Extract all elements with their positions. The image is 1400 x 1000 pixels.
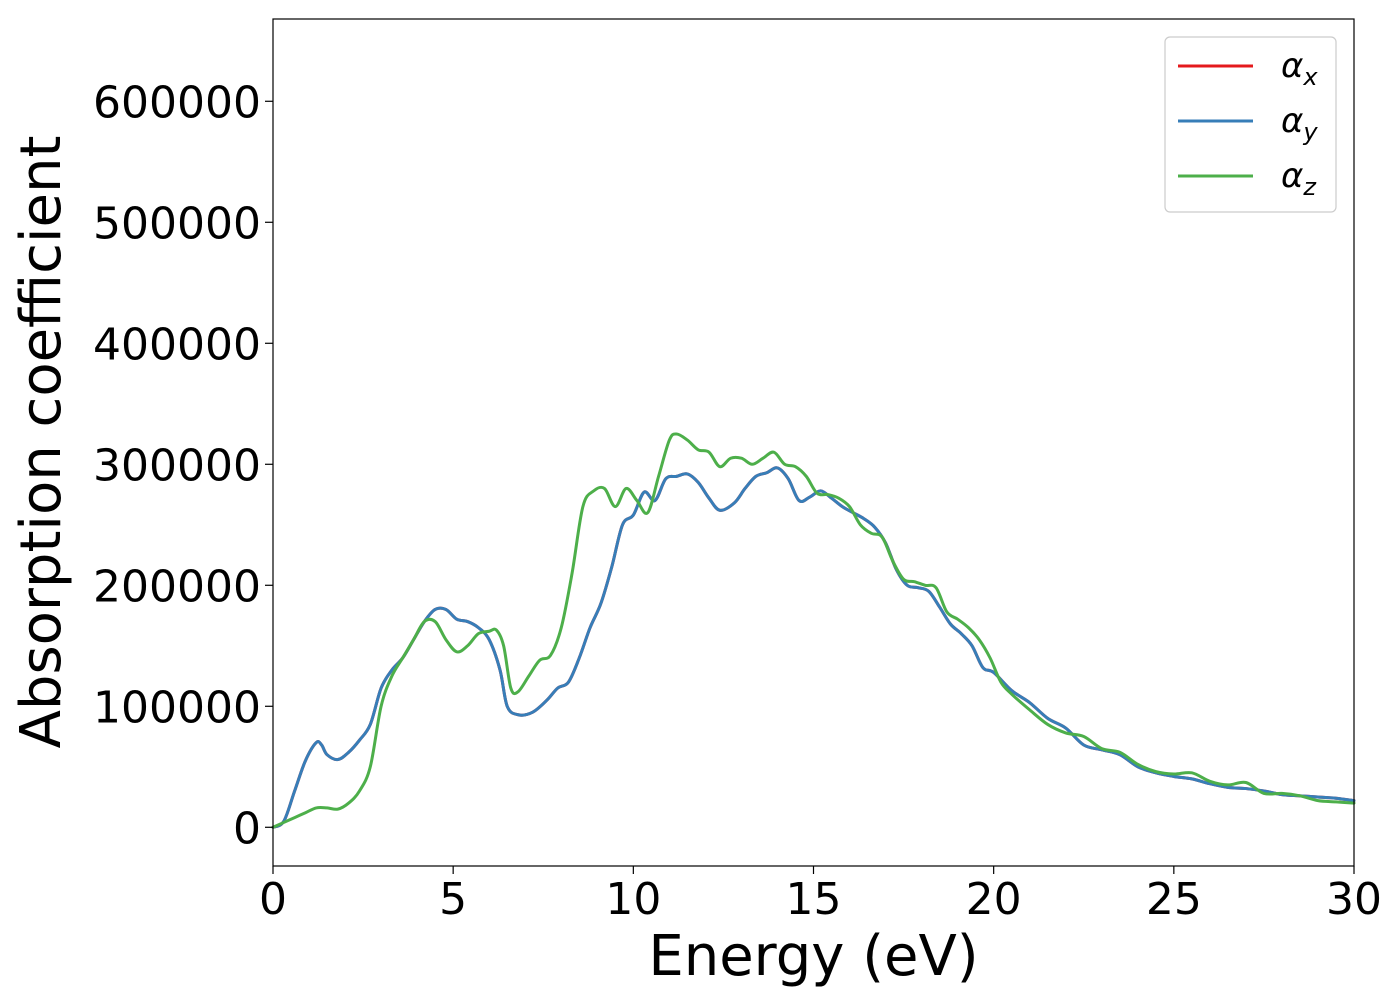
x-tick-label: 20 [966,874,1022,925]
y-tick-label: 600000 [93,77,261,128]
y-tick-label: 300000 [93,440,261,491]
x-tick-label: 15 [786,874,842,925]
x-tick-label: 10 [605,874,661,925]
y-tick-label: 0 [233,803,261,854]
y-axis-label: Absorption coefficient [9,136,74,749]
legend-label-z: αz [1281,156,1317,201]
y-tick-label: 500000 [93,198,261,249]
legend-box [1164,36,1337,213]
series-layer [271,432,1356,829]
x-axis-label: Energy (eV) [648,924,978,989]
y-tick-label: 200000 [93,561,261,612]
y-tick-label: 100000 [93,682,261,733]
x-tick-label: 25 [1146,874,1202,925]
legend-label-y: αy [1281,101,1318,146]
legend: αx αy αz [1164,36,1337,213]
series-line-z [271,432,1356,829]
y-axis-ticks: 0 100000 200000 300000 400000 500000 600000 [93,77,273,854]
x-tick-label: 5 [439,874,467,925]
x-tick-label: 30 [1326,874,1382,925]
legend-label-x: αx [1281,46,1318,91]
y-tick-label: 400000 [93,319,261,370]
x-axis-ticks: 0 5 10 15 20 25 30 [259,866,1382,925]
legend-entries: αx αy αz [1178,46,1318,201]
x-tick-label: 0 [259,874,287,925]
